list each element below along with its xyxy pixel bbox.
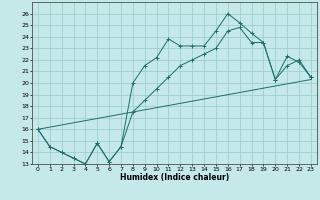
- X-axis label: Humidex (Indice chaleur): Humidex (Indice chaleur): [120, 173, 229, 182]
